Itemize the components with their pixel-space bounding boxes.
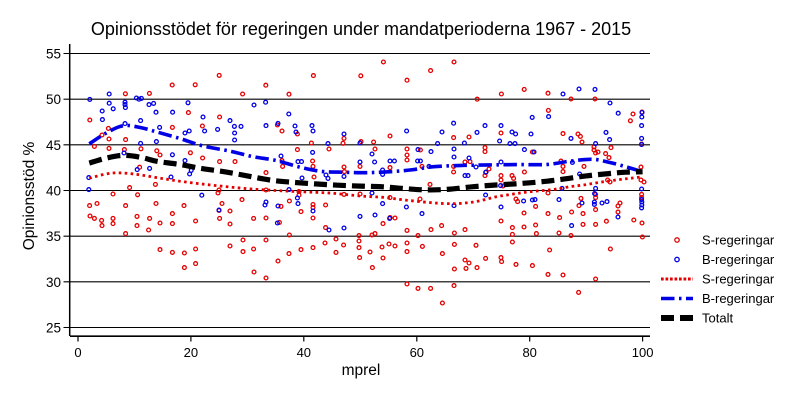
svg-text:Opinionsstödet för regeringen: Opinionsstödet för regeringen under mand… <box>91 19 631 39</box>
svg-text:60: 60 <box>410 345 424 360</box>
svg-text:100: 100 <box>632 345 654 360</box>
svg-text:Opinionsstöd %: Opinionsstöd % <box>21 142 38 251</box>
svg-text:30: 30 <box>46 275 61 290</box>
svg-text:mprel: mprel <box>342 362 381 379</box>
svg-text:20: 20 <box>184 345 198 360</box>
svg-text:80: 80 <box>522 345 536 360</box>
svg-text:40: 40 <box>297 345 311 360</box>
svg-text:35: 35 <box>46 229 61 244</box>
svg-text:S-regeringar: S-regeringar <box>702 233 775 248</box>
svg-text:B-regeringar: B-regeringar <box>702 291 775 306</box>
svg-text:45: 45 <box>46 138 61 153</box>
svg-text:0: 0 <box>74 345 81 360</box>
svg-text:S-regeringar: S-regeringar <box>702 272 775 287</box>
svg-text:55: 55 <box>46 47 61 62</box>
svg-text:40: 40 <box>46 184 61 199</box>
svg-text:25: 25 <box>46 321 61 336</box>
svg-text:50: 50 <box>46 92 61 107</box>
svg-text:Totalt: Totalt <box>702 311 733 326</box>
svg-text:B-regeringar: B-regeringar <box>702 252 775 267</box>
